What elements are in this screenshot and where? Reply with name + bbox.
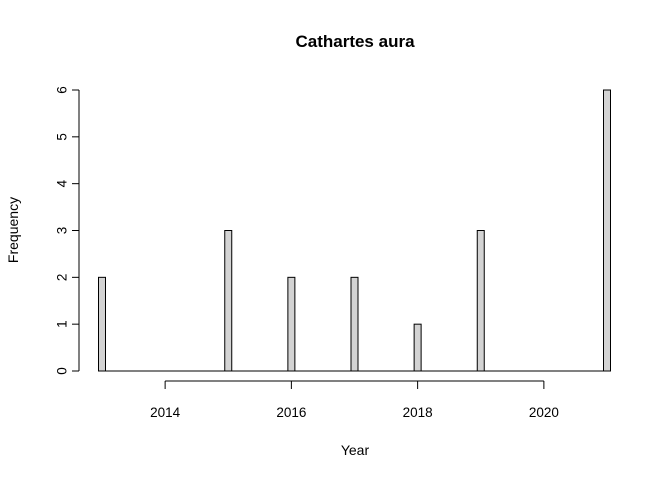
y-tick-label-0: 0 bbox=[55, 367, 70, 375]
bar-2019 bbox=[476, 230, 485, 372]
bar-2015 bbox=[224, 230, 233, 372]
y-tick-label-1: 1 bbox=[55, 320, 70, 328]
chart-title: Cathartes aura bbox=[295, 32, 415, 51]
y-axis: 0 1 2 3 4 5 6 bbox=[55, 86, 80, 375]
x-axis-label: Year bbox=[341, 442, 370, 458]
y-tick-label-3: 3 bbox=[55, 227, 70, 235]
bar-2017 bbox=[350, 276, 359, 372]
y-tick-label-5: 5 bbox=[55, 133, 70, 141]
bar-2018 bbox=[413, 323, 422, 372]
y-axis-label: Frequency bbox=[5, 197, 21, 263]
x-tick-label-2020: 2020 bbox=[529, 405, 559, 420]
y-tick-label-2: 2 bbox=[55, 274, 70, 282]
bar-2016 bbox=[287, 276, 296, 372]
y-tick-label-4: 4 bbox=[55, 179, 70, 187]
bars bbox=[98, 89, 611, 372]
bar-2021 bbox=[603, 89, 611, 372]
x-tick-label-2016: 2016 bbox=[276, 405, 306, 420]
x-axis: 2014 2016 2018 2020 bbox=[150, 380, 559, 420]
x-tick-label-2014: 2014 bbox=[150, 405, 181, 420]
x-tick-label-2018: 2018 bbox=[403, 405, 433, 420]
bar-2013 bbox=[98, 276, 106, 372]
y-tick-label-6: 6 bbox=[55, 86, 70, 94]
